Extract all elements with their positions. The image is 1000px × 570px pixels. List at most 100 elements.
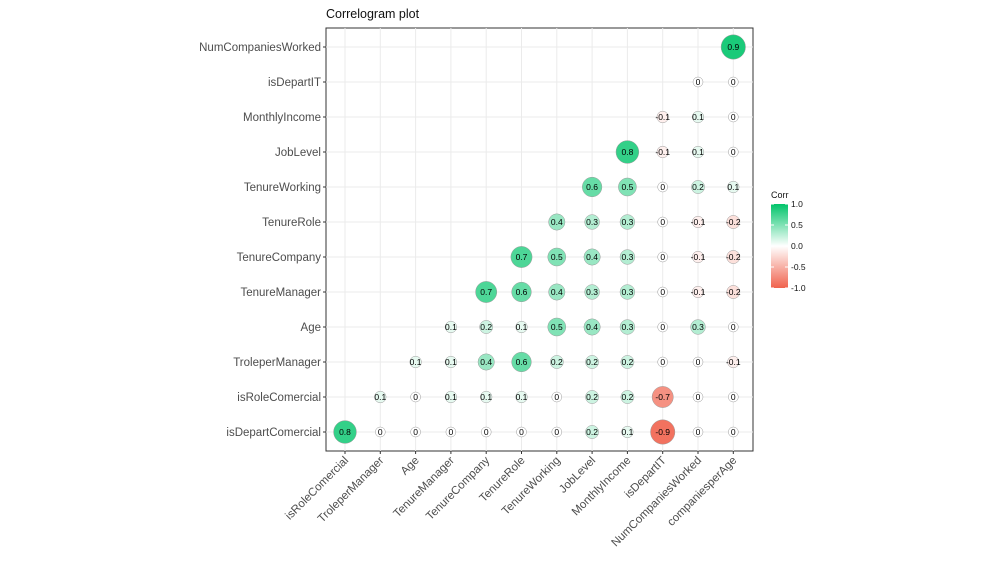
corr-value-label: 0 (484, 427, 489, 437)
corr-circle (409, 355, 422, 369)
corr-circle (615, 140, 640, 164)
corr-value-label: 0.3 (586, 287, 598, 297)
corr-circle (511, 351, 532, 373)
corr-value-label: 0.3 (692, 322, 704, 332)
y-tick-label: isDepartIT (268, 77, 321, 89)
legend-tick-label: 1.0 (791, 199, 803, 209)
corr-value-label: 0.2 (621, 392, 633, 402)
corr-circle (692, 391, 704, 403)
corr-value-label: 0 (378, 427, 383, 437)
legend-title: Corr (771, 190, 789, 200)
corr-circle (691, 110, 705, 124)
y-tick-label: Age (301, 322, 321, 334)
corr-value-label: 0.6 (586, 182, 598, 192)
chart-title: Correlogram plot (326, 7, 420, 21)
corr-circle (585, 355, 599, 369)
corr-value-label: 0 (731, 427, 736, 437)
corr-circle (475, 281, 498, 303)
corr-value-label: -0.1 (691, 217, 706, 227)
corr-value-label: 0.4 (480, 357, 492, 367)
corr-value-label: 0.1 (445, 357, 457, 367)
corr-value-label: 0 (413, 392, 418, 402)
corr-value-label: -0.1 (655, 112, 670, 122)
y-tick-label: isDepartComercial (226, 427, 321, 439)
x-tick-label: isRoleComercial (283, 455, 351, 523)
corr-value-label: 0 (696, 427, 701, 437)
corr-circle (549, 355, 564, 369)
grid-lines (326, 28, 753, 451)
corr-circle (620, 390, 635, 404)
corr-circle (726, 250, 741, 264)
corr-value-label: -0.9 (655, 427, 670, 437)
legend-colorbar (771, 204, 788, 288)
corr-value-label: 0.1 (621, 427, 633, 437)
corr-value-label: 0.2 (621, 357, 633, 367)
corr-value-label: 0 (731, 147, 736, 157)
corr-circle (656, 145, 669, 159)
corr-value-label: 0.2 (586, 392, 598, 402)
corr-value-label: 0.6 (516, 287, 528, 297)
legend-tick-label: 0.5 (791, 220, 803, 230)
corr-circle (444, 320, 457, 334)
corr-value-label: 0 (449, 427, 454, 437)
corr-value-label: 0.4 (586, 322, 598, 332)
corr-value-label: 0.2 (586, 357, 598, 367)
corr-circle (480, 426, 492, 438)
corr-value-label: 0.3 (621, 217, 633, 227)
corr-value-label: 0.4 (551, 287, 563, 297)
corr-circle (621, 425, 634, 439)
corr-circle (445, 426, 457, 438)
corr-circle (727, 355, 740, 369)
corr-circle (551, 426, 563, 438)
corr-circle (691, 145, 705, 159)
corr-value-label: 0.1 (410, 357, 422, 367)
corr-circle (584, 284, 600, 300)
corr-value-label: 0.7 (516, 252, 528, 262)
corr-value-label: 0.7 (480, 287, 492, 297)
corr-value-label: 0 (731, 112, 736, 122)
corr-value-label: 0.3 (621, 287, 633, 297)
corr-circle (477, 353, 495, 371)
corr-value-label: 0.1 (692, 147, 704, 157)
corr-circle (620, 355, 635, 369)
corr-circle (583, 318, 601, 336)
corr-value-label: 0.5 (551, 252, 563, 262)
corr-value-label: 0.2 (692, 182, 704, 192)
corr-value-label: 0 (554, 427, 559, 437)
corr-value-label: -0.1 (655, 147, 670, 157)
corr-circle (515, 390, 528, 404)
corr-circle (657, 356, 668, 368)
corr-value-label: 0 (660, 217, 665, 227)
corr-circle (375, 426, 386, 438)
corr-value-label: 0.4 (551, 217, 563, 227)
corr-circle (585, 390, 599, 404)
y-tick-label: JobLevel (275, 147, 321, 159)
corr-value-label: 0.1 (480, 392, 492, 402)
corr-value-label: 0 (696, 77, 701, 87)
corr-circle (548, 283, 566, 301)
corr-value-label: 0 (519, 427, 524, 437)
corr-circle (657, 286, 668, 298)
corr-circle (444, 355, 457, 369)
corr-circle (374, 390, 387, 404)
corr-value-label: -0.2 (726, 287, 741, 297)
legend-tick-label: 0.0 (791, 241, 803, 251)
y-tick-label: NumCompaniesWorked (199, 42, 321, 54)
y-tick-label: TenureManager (240, 287, 321, 299)
panel-background (326, 28, 753, 451)
corr-value-label: 0 (731, 322, 736, 332)
corr-circle (618, 177, 637, 197)
y-tick-label: TenureCompany (237, 252, 322, 264)
corr-circle (691, 285, 705, 299)
corr-circle (410, 426, 421, 438)
corr-value-label: 0.2 (480, 322, 492, 332)
y-tick-label: TenureRole (262, 217, 321, 229)
corr-circle (516, 426, 527, 438)
corr-value-label: -0.1 (691, 287, 706, 297)
corr-value-label: 0 (660, 182, 665, 192)
plot-panel (325, 27, 754, 452)
corr-value-label: 0.1 (445, 392, 457, 402)
corr-value-label: 0.1 (516, 322, 528, 332)
